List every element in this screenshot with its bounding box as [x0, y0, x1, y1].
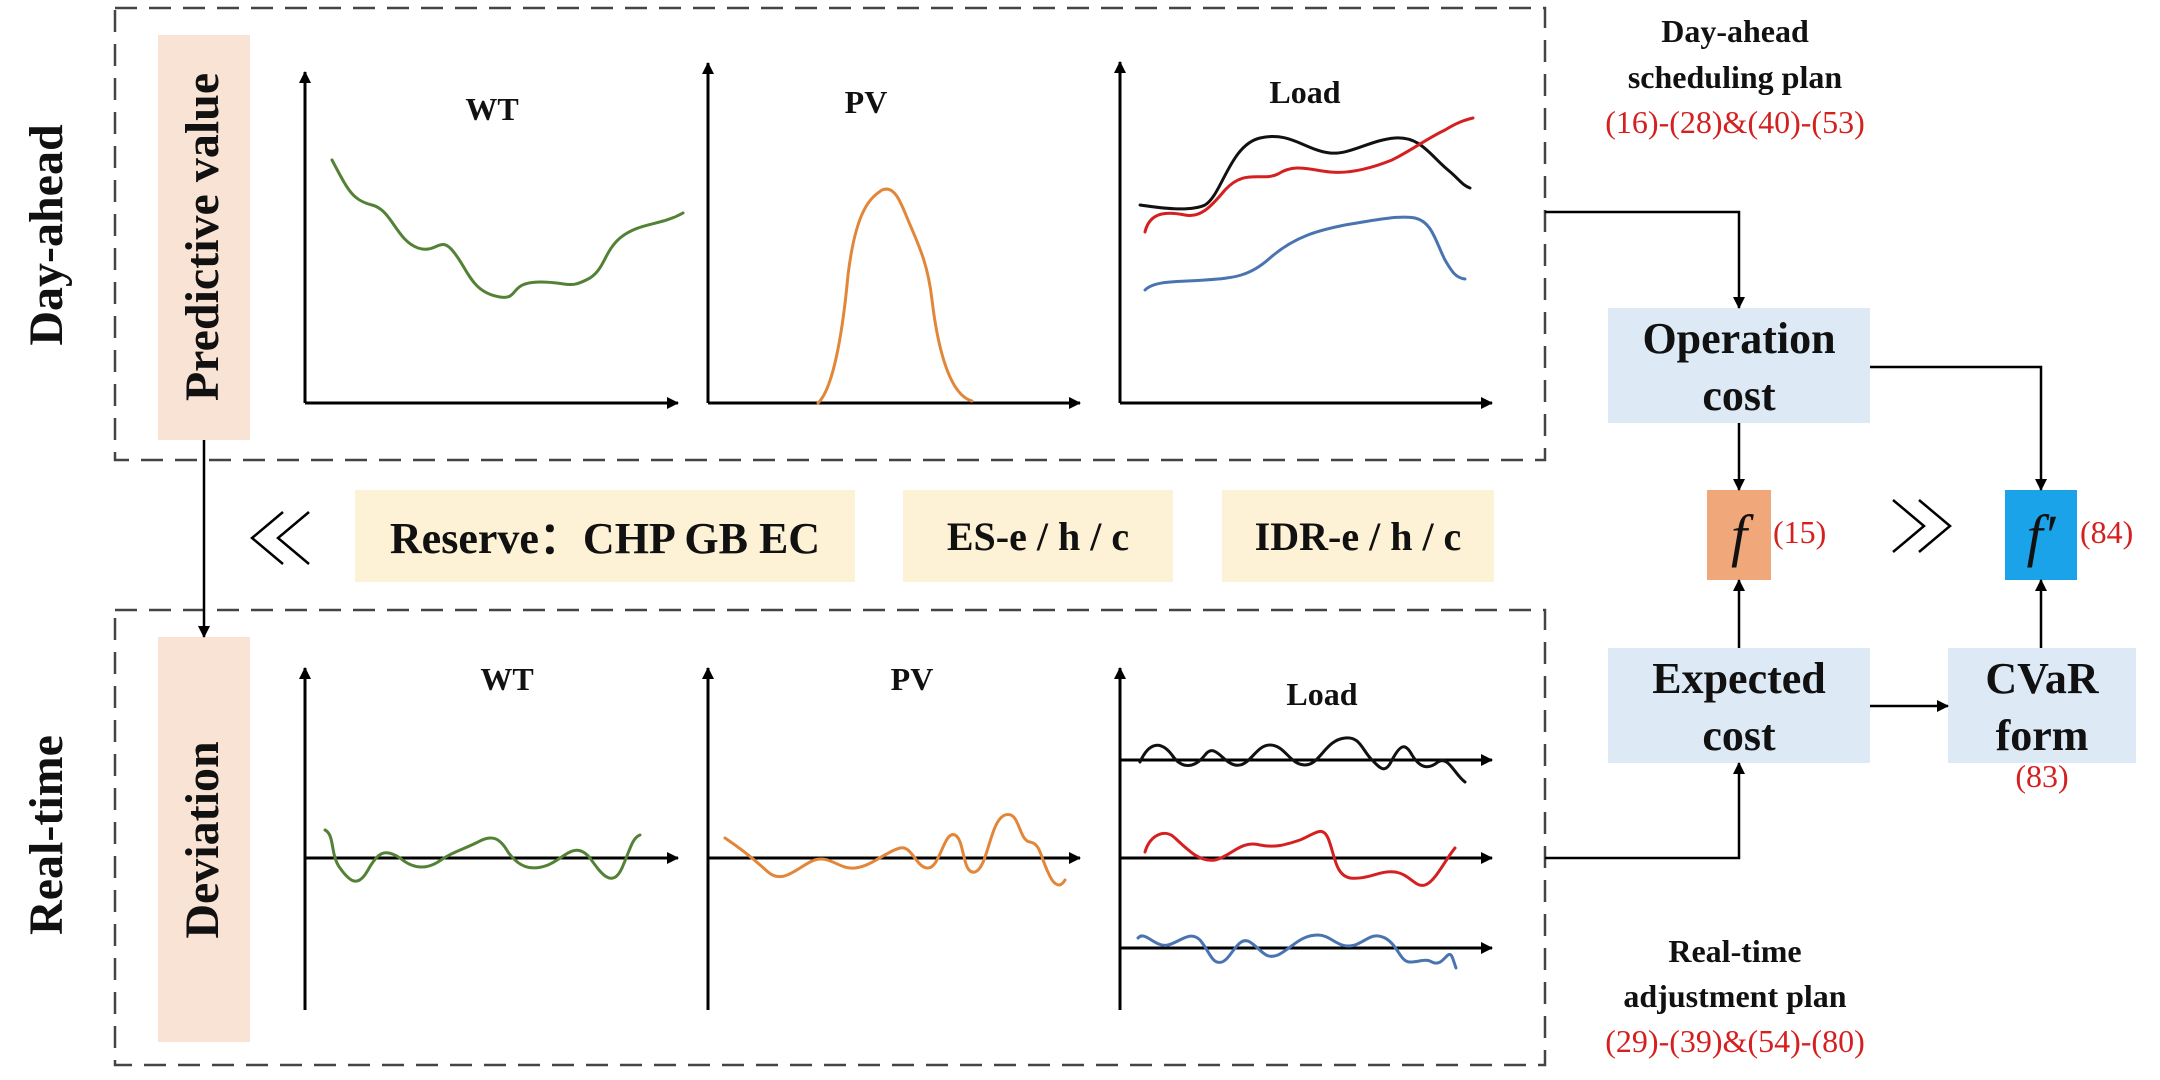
day-ahead-load-chart: Load: [1114, 61, 1493, 409]
idr-box: [1222, 490, 1494, 582]
expected-cost-box: [1608, 648, 1870, 763]
real-time-load-title: Load: [1286, 676, 1357, 712]
objective-fprime-box: [2005, 490, 2077, 580]
day-ahead-pv-chart: PV: [702, 62, 1081, 409]
day-ahead-panel: [113, 6, 1547, 462]
load-deviation-curve-red: [1143, 829, 1457, 887]
load-deviation-curve-black: [1138, 736, 1467, 784]
real-time-wt-title: WT: [480, 661, 533, 697]
deviation-label: Deviation: [176, 741, 229, 938]
real-time-panel: [113, 608, 1547, 1067]
day-ahead-wt-chart: WT: [299, 71, 685, 409]
day-ahead-plan-line1: Day-ahead: [1661, 13, 1809, 49]
real-time-to-expected-cost-arrow: [1545, 762, 1745, 860]
load-forecast-curve-blue: [1143, 215, 1467, 292]
deviation-label-box: [158, 637, 250, 1042]
load-forecast-curve-red: [1143, 116, 1475, 234]
pv-deviation-curve: [723, 813, 1067, 887]
double-right-chevron-icon: [1892, 499, 1952, 553]
operation-cost-to-fprime-arrow: [1870, 365, 2047, 491]
real-time-load-chart: Load: [1114, 667, 1493, 1010]
wt-deviation-curve: [323, 828, 642, 883]
cvar-form-line1: CVaR: [1985, 654, 2100, 703]
real-time-plan-line2: adjustment plan: [1623, 978, 1846, 1014]
double-left-chevron-icon: [250, 511, 310, 565]
day-ahead-to-operation-cost-arrow: [1545, 210, 1745, 309]
day-ahead-load-title: Load: [1269, 74, 1340, 110]
cvar-form-equation: (83): [2015, 758, 2068, 794]
idr-label: IDR-e / h / c: [1255, 514, 1462, 559]
real-time-pv-title: PV: [891, 661, 934, 697]
wt-forecast-curve: [330, 158, 685, 299]
cvar-form-line2: form: [1996, 711, 2089, 760]
stage-label-real-time: Real-time: [20, 735, 73, 935]
day-ahead-wt-title: WT: [465, 91, 518, 127]
load-forecast-curve-black: [1138, 135, 1472, 211]
es-box: [903, 490, 1173, 582]
objective-f-box: [1707, 490, 1771, 580]
cvar-form-box: [1948, 648, 2136, 763]
real-time-plan-equations: (29)-(39)&(54)-(80): [1605, 1023, 1864, 1059]
operation-cost-line2: cost: [1702, 371, 1776, 420]
objective-fprime-symbol: f′: [2027, 503, 2057, 568]
expected-cost-line1: Expected: [1652, 654, 1826, 703]
operation-cost-line1: Operation: [1642, 314, 1835, 363]
day-ahead-plan-equations: (16)-(28)&(40)-(53): [1605, 104, 1864, 140]
day-ahead-plan-line2: scheduling plan: [1628, 59, 1843, 95]
real-time-wt-chart: WT: [299, 661, 679, 1010]
day-ahead-pv-title: PV: [845, 84, 888, 120]
pv-forecast-curve: [816, 187, 974, 405]
es-label: ES-e / h / c: [947, 514, 1129, 559]
objective-f-equation: (15): [1773, 514, 1826, 550]
stage-label-day-ahead: Day-ahead: [20, 124, 73, 346]
reserve-box: [355, 490, 855, 582]
real-time-plan-line1: Real-time: [1668, 933, 1801, 969]
load-deviation-curve-blue: [1136, 933, 1458, 970]
objective-fprime-equation: (84): [2080, 514, 2133, 550]
expected-cost-line2: cost: [1702, 711, 1776, 760]
operation-cost-box: [1608, 308, 1870, 423]
predictive-value-label-box: [158, 35, 250, 440]
predictive-value-label: Predictive value: [176, 73, 229, 401]
real-time-pv-chart: PV: [702, 661, 1081, 1010]
reserve-label: Reserve：CHP GB EC: [390, 514, 820, 563]
